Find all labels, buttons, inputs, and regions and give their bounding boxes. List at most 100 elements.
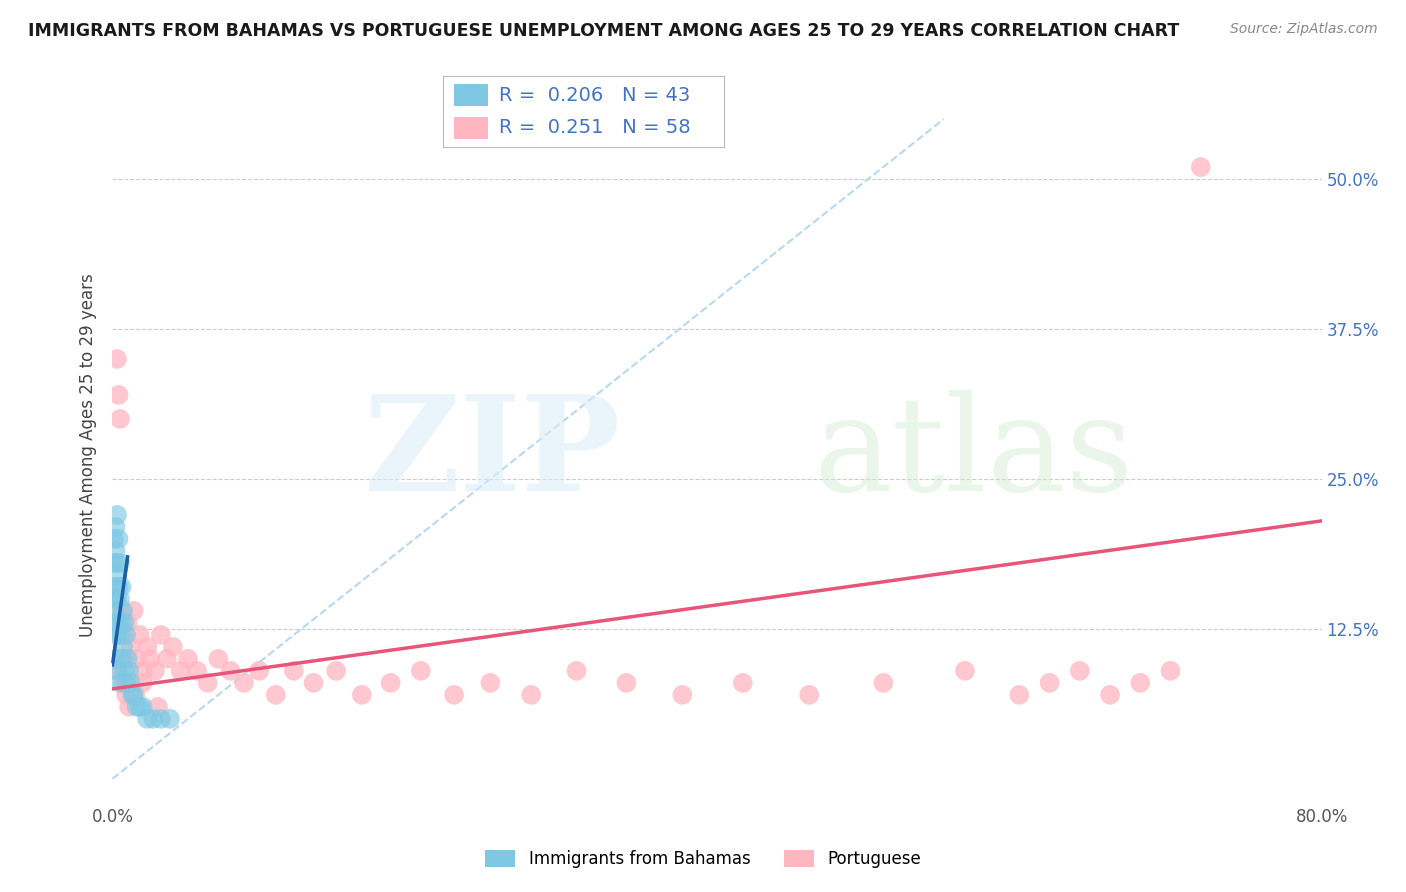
Point xyxy=(132,676,155,690)
Point xyxy=(1159,664,1181,678)
Point xyxy=(350,688,373,702)
Point xyxy=(1038,676,1062,690)
Point xyxy=(110,604,132,618)
Point xyxy=(380,676,402,690)
Point xyxy=(120,640,142,654)
Point xyxy=(118,664,141,678)
Y-axis label: Unemployment Among Ages 25 to 29 years: Unemployment Among Ages 25 to 29 years xyxy=(79,273,97,637)
Point xyxy=(128,628,150,642)
Text: Source: ZipAtlas.com: Source: ZipAtlas.com xyxy=(1230,22,1378,37)
Point xyxy=(169,664,191,678)
Point xyxy=(117,652,139,666)
Point xyxy=(112,628,135,642)
Point xyxy=(125,699,148,714)
Point xyxy=(103,604,125,618)
Point xyxy=(156,652,179,666)
Point xyxy=(136,640,159,654)
Point xyxy=(110,580,132,594)
Point xyxy=(104,615,127,630)
Point xyxy=(104,591,127,606)
Point xyxy=(107,532,129,546)
Point xyxy=(302,676,325,690)
Point xyxy=(110,652,132,666)
Point xyxy=(162,640,184,654)
Point xyxy=(125,652,148,666)
Bar xyxy=(454,85,488,106)
Point xyxy=(139,652,162,666)
Point xyxy=(149,712,172,726)
Point xyxy=(108,652,131,666)
Point xyxy=(1189,160,1212,174)
Point xyxy=(112,676,135,690)
Point xyxy=(207,652,229,666)
Text: ZIP: ZIP xyxy=(363,391,620,519)
Point xyxy=(105,591,128,606)
Point xyxy=(105,556,128,570)
Point xyxy=(103,580,125,594)
Point xyxy=(104,520,127,534)
Text: atlas: atlas xyxy=(814,391,1135,519)
Point xyxy=(325,664,347,678)
Point xyxy=(671,688,693,702)
Point xyxy=(149,628,172,642)
Point xyxy=(247,664,270,678)
Point xyxy=(159,712,181,726)
Point xyxy=(103,532,125,546)
Point xyxy=(105,351,128,366)
Point xyxy=(105,628,128,642)
Point xyxy=(115,676,138,690)
Point xyxy=(114,652,136,666)
Point xyxy=(872,676,894,690)
Point xyxy=(105,508,128,522)
Point xyxy=(122,688,145,702)
Point xyxy=(1129,676,1152,690)
Point xyxy=(117,615,139,630)
Point xyxy=(107,388,129,402)
Point xyxy=(616,676,638,690)
Point xyxy=(520,688,543,702)
Point xyxy=(114,664,136,678)
Point xyxy=(120,676,142,690)
Point xyxy=(197,676,219,690)
Point xyxy=(565,664,588,678)
Point xyxy=(177,652,200,666)
Point xyxy=(105,652,128,666)
Point xyxy=(799,688,821,702)
Point xyxy=(128,699,150,714)
Point xyxy=(108,556,131,570)
Point xyxy=(1098,688,1121,702)
Point xyxy=(104,567,127,582)
Point xyxy=(731,676,754,690)
Point xyxy=(115,688,138,702)
Point xyxy=(409,664,432,678)
Point xyxy=(107,580,129,594)
Point xyxy=(124,688,146,702)
Point xyxy=(283,664,305,678)
Text: R =  0.251   N = 58: R = 0.251 N = 58 xyxy=(499,119,690,137)
Point xyxy=(1008,688,1031,702)
Point xyxy=(121,688,143,702)
Point xyxy=(108,412,131,426)
Point xyxy=(108,676,131,690)
Point xyxy=(108,628,131,642)
Text: IMMIGRANTS FROM BAHAMAS VS PORTUGUESE UNEMPLOYMENT AMONG AGES 25 TO 29 YEARS COR: IMMIGRANTS FROM BAHAMAS VS PORTUGUESE UN… xyxy=(28,22,1180,40)
Point xyxy=(443,688,465,702)
Point xyxy=(136,712,159,726)
Point xyxy=(107,615,129,630)
Point xyxy=(132,699,155,714)
Point xyxy=(264,688,287,702)
Point xyxy=(105,664,128,678)
Point xyxy=(118,699,141,714)
Point xyxy=(104,544,127,558)
Point xyxy=(142,712,165,726)
Point xyxy=(114,615,136,630)
Point xyxy=(219,664,242,678)
Point xyxy=(132,664,155,678)
Point xyxy=(112,604,135,618)
Point xyxy=(110,615,132,630)
Point xyxy=(107,664,129,678)
Point xyxy=(143,664,166,678)
Point xyxy=(479,676,502,690)
Point xyxy=(112,640,135,654)
Point xyxy=(1069,664,1091,678)
